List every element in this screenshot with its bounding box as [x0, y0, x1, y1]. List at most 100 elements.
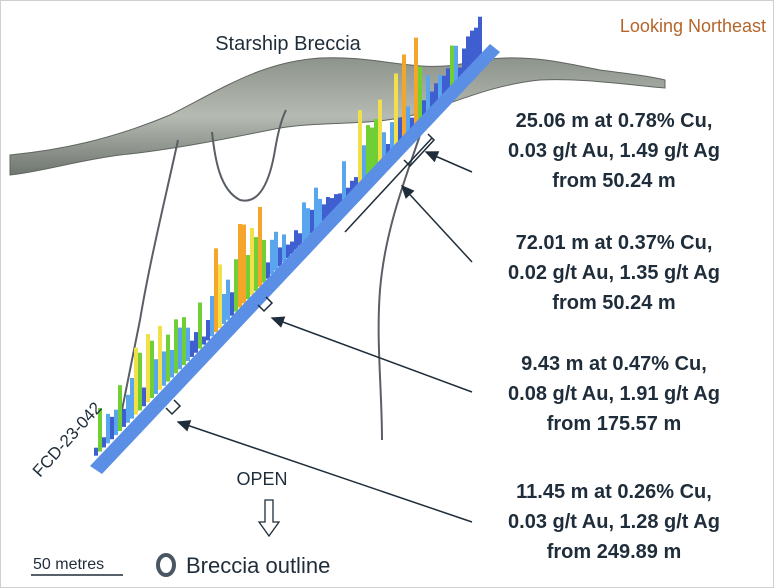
assay-bar: [230, 292, 234, 316]
assay-bar: [210, 295, 214, 337]
assay-bar: [242, 224, 246, 304]
assay-bar: [122, 408, 126, 427]
assay-bar: [198, 302, 202, 349]
assay-bar: [474, 27, 478, 65]
intercept-line: from 50.24 m: [552, 170, 675, 192]
drill-hole: [90, 44, 500, 474]
assay-bar: [102, 437, 106, 448]
assay-bar: [350, 180, 354, 193]
bracket: [403, 133, 436, 168]
assay-bar: [126, 394, 130, 423]
assay-bar: [262, 239, 266, 283]
topography: [9, 57, 666, 176]
assay-bar: [306, 208, 310, 238]
leaders: [176, 151, 473, 523]
assay-bar: [202, 336, 206, 345]
assay-bar: [146, 333, 150, 403]
assay-bar: [434, 83, 438, 106]
assay-bar: [402, 54, 406, 139]
assay-bar: [438, 74, 442, 102]
assay-bar: [162, 351, 166, 386]
intercept-line: 0.03 g/t Au, 1.49 g/t Ag: [508, 140, 720, 162]
leader: [176, 420, 473, 523]
assay-bar: [326, 197, 330, 217]
assay-bar: [170, 349, 174, 378]
intercept-line: 11.45 m at 0.26% Cu,: [516, 481, 712, 503]
assay-bar: [398, 117, 402, 143]
assay-bar: [358, 110, 362, 184]
assay-bar: [134, 347, 138, 415]
breccia-outline-east: [377, 134, 421, 441]
assay-bar: [374, 119, 378, 168]
assay-bar: [106, 413, 110, 444]
assay-bar: [470, 30, 474, 69]
assay-bar: [274, 231, 278, 271]
assay-bar: [138, 352, 142, 411]
assay-bar: [218, 264, 222, 329]
assay-bar: [154, 359, 158, 394]
assay-bar: [370, 127, 374, 172]
open-arrow: [257, 499, 281, 538]
assay-bar: [430, 91, 434, 110]
assay-bar: [318, 198, 322, 226]
assay-bar: [302, 202, 306, 242]
assay-bar: [354, 177, 358, 189]
assay-bar: [110, 416, 114, 440]
assay-bar: [450, 45, 454, 90]
assay-bar: [394, 73, 398, 147]
assay-bar: [94, 447, 98, 456]
assay-bar: [194, 332, 198, 353]
assay-bar: [390, 122, 394, 152]
intercept-line: 0.03 g/t Au, 1.28 g/t Ag: [508, 511, 720, 533]
assay-bar: [130, 378, 134, 419]
assay-bar: [118, 385, 122, 432]
intercept-line: from 50.24 m: [552, 292, 675, 314]
assay-bar: [186, 327, 190, 362]
assay-bar: [258, 206, 262, 287]
assay-bar: [246, 255, 250, 300]
open-label: OPEN: [236, 469, 287, 489]
assay-bar: [422, 100, 426, 119]
assay-bar: [270, 239, 274, 275]
assay-bar: [158, 325, 162, 390]
intercept-line: 0.08 g/t Au, 1.91 g/t Ag: [508, 383, 720, 405]
assay-bar: [178, 327, 182, 370]
assay-bar: [346, 187, 350, 197]
assay-bar: [338, 193, 342, 205]
assay-bar: [418, 66, 422, 123]
breccia-outline-west: [119, 139, 179, 421]
assay-bar: [330, 198, 334, 213]
intercept-line: 25.06 m at 0.78% Cu,: [516, 110, 713, 132]
leader: [270, 316, 473, 393]
assay-bar: [378, 99, 382, 164]
view-direction: Looking Northeast: [620, 16, 766, 36]
intercept-line: 0.02 g/t Au, 1.35 g/t Ag: [508, 262, 720, 284]
assay-bar: [98, 408, 102, 452]
assay-bar: [442, 75, 446, 98]
assay-bar: [382, 132, 386, 160]
interval-brackets: [165, 133, 436, 416]
assay-bar: [286, 244, 290, 259]
assay-bar: [366, 125, 370, 176]
intercept-line: 72.01 m at 0.37% Cu,: [516, 232, 713, 254]
section-title: Starship Breccia: [215, 33, 361, 55]
assay-bar: [190, 340, 194, 357]
assay-bar: [238, 223, 242, 308]
intercept-line: 9.43 m at 0.47% Cu,: [521, 353, 707, 375]
legend-outline-icon: [156, 553, 176, 577]
assay-bar: [478, 16, 482, 61]
assay-bar: [334, 194, 338, 209]
assay-bar: [310, 209, 314, 234]
assay-bar: [166, 334, 170, 382]
interval-line: [344, 137, 433, 233]
assay-bar: [342, 161, 346, 201]
assay-bar: [222, 293, 226, 324]
assay-bar: [314, 187, 318, 230]
assay-bar: [150, 340, 154, 399]
intercept-line: from 175.57 m: [547, 413, 682, 435]
assay-bar: [386, 143, 390, 156]
assay-bar: [294, 230, 298, 250]
assay-bar: [250, 227, 254, 296]
assay-histogram: [94, 16, 482, 456]
